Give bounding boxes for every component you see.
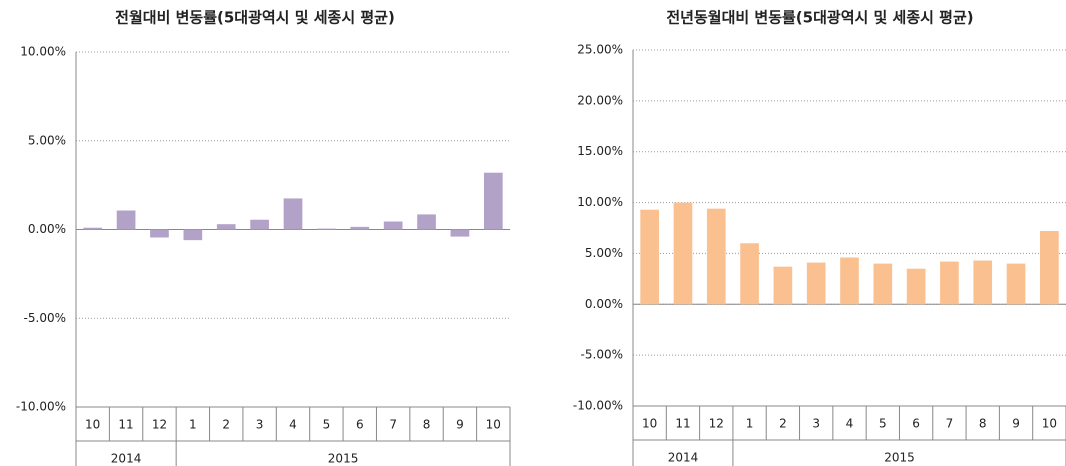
bar [773, 266, 793, 305]
group-label: 2014 [111, 452, 142, 466]
bar [116, 210, 136, 230]
y-tick-label: -5.00% [24, 311, 66, 325]
x-tick-label: 11 [118, 418, 133, 432]
x-tick-label: 1 [189, 418, 197, 432]
bar [940, 261, 959, 305]
bar [906, 268, 926, 305]
bar [250, 219, 269, 230]
chart: 전년동월대비 변동률(5대광역시 및 세종시 평균) -10.00% -5.00% 0… [573, 9, 1066, 466]
bar [317, 228, 336, 230]
x-tick-label: 3 [812, 417, 820, 431]
bar [706, 208, 726, 305]
bar [183, 229, 203, 241]
x-tick-label: 10 [642, 417, 657, 431]
group-label: 2015 [884, 451, 915, 465]
bar [216, 224, 236, 230]
bar [417, 214, 436, 230]
y-tick-label: -10.00% [16, 400, 66, 414]
group-label: 2015 [328, 452, 359, 466]
bar [673, 202, 693, 305]
x-tick-label: 8 [423, 418, 431, 432]
chart-title: 전년동월대비 변동률(5대광역시 및 세종시 평균) [666, 9, 973, 27]
x-tick-label: 7 [389, 418, 397, 432]
bar [873, 263, 893, 305]
x-tick-label: 6 [912, 417, 920, 431]
x-tick-label: 2 [779, 417, 787, 431]
bar [840, 257, 859, 305]
x-tick-label: 2 [222, 418, 230, 432]
x-tick-label: 11 [675, 417, 690, 431]
chart: 전월대비 변동률(5대광역시 및 세종시 평균) -10.00% -5.00% 0.0… [16, 9, 511, 466]
y-tick-label: 10.00% [20, 45, 66, 59]
x-tick-label: 9 [1012, 417, 1020, 431]
x-tick-label: 7 [946, 417, 954, 431]
bar [450, 229, 470, 237]
y-tick-label: 25.00% [577, 43, 623, 57]
x-tick-label: 4 [846, 417, 854, 431]
y-tick-label: -10.00% [573, 399, 623, 413]
bar [1040, 231, 1059, 305]
x-tick-label: 9 [456, 418, 464, 432]
x-tick-label: 5 [879, 417, 887, 431]
x-tick-label: 8 [979, 417, 987, 431]
x-tick-label: 10 [1042, 417, 1057, 431]
chart-title: 전월대비 변동률(5대광역시 및 세종시 평균) [115, 9, 395, 27]
bar [83, 227, 103, 230]
x-tick-label: 6 [356, 418, 364, 432]
y-tick-label: 10.00% [577, 195, 623, 209]
group-label: 2014 [668, 451, 699, 465]
bar [483, 172, 503, 230]
bar [740, 243, 759, 305]
x-tick-label: 1 [746, 417, 754, 431]
bar [1006, 263, 1026, 305]
y-tick-label: 0.00% [28, 222, 66, 236]
bar [150, 229, 169, 238]
bar [973, 260, 993, 305]
x-tick-label: 5 [323, 418, 331, 432]
bar [350, 226, 370, 230]
x-tick-label: 4 [289, 418, 297, 432]
bar [283, 198, 303, 230]
y-tick-label: -5.00% [581, 348, 623, 362]
bar [383, 221, 403, 230]
y-tick-label: 5.00% [28, 133, 66, 147]
x-tick-label: 12 [152, 418, 167, 432]
x-tick-label: 10 [486, 418, 501, 432]
y-tick-label: 15.00% [577, 144, 623, 158]
x-tick-label: 3 [256, 418, 264, 432]
y-tick-label: 20.00% [577, 93, 623, 107]
x-tick-label: 12 [709, 417, 724, 431]
y-tick-label: 5.00% [585, 246, 623, 260]
x-tick-label: 10 [85, 418, 100, 432]
y-tick-label: 0.00% [585, 297, 623, 311]
bar [806, 262, 826, 305]
bar [640, 209, 659, 305]
